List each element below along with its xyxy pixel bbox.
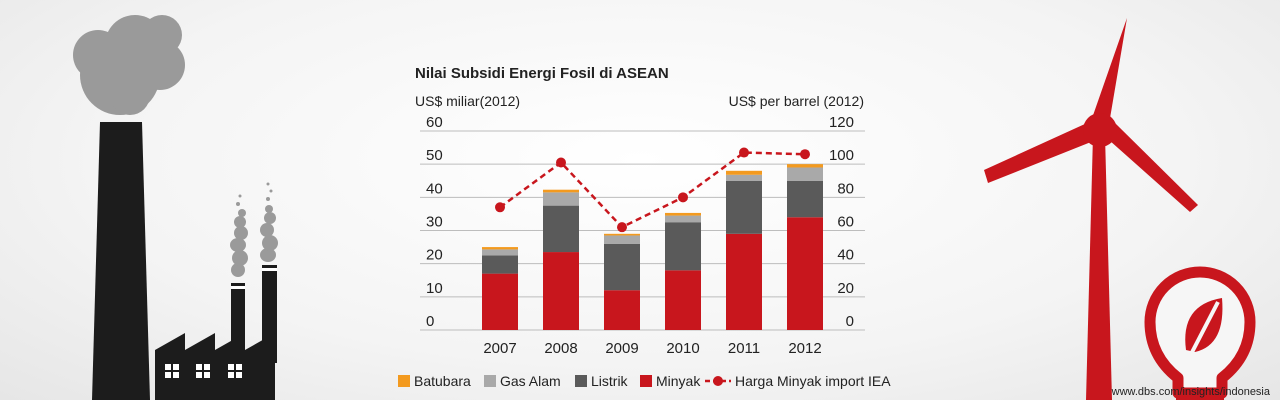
legend-label: Gas Alam [500,373,561,389]
bar-batubara-2009 [604,233,640,236]
category-label: 2007 [483,340,516,357]
left-tick-label: 50 [426,147,443,164]
left-axis-unit-label: US$ miliar(2012) [415,93,520,109]
right-axis-ticks: 0 20 40 60 80 100 120 [829,114,854,330]
legend-line-marker [713,376,723,386]
category-label: 2012 [788,340,821,357]
bar-minyak-2012 [787,217,823,330]
left-tick-label: 10 [426,280,443,297]
oil-price-point-2008 [556,157,566,168]
bar-batubara-2007 [482,247,518,250]
turbine-tower-icon [1086,135,1112,400]
bar-batubara-2012 [787,164,823,168]
bar-listrik-2012 [787,180,823,218]
legend-swatch [484,375,496,387]
bar-gas-alam-2010 [665,215,701,223]
bar-listrik-2007 [482,255,518,274]
factory-illustration [73,15,278,400]
oil-price-point-2009 [617,222,627,233]
right-tick-label: 120 [829,114,854,131]
right-tick-label: 20 [837,280,854,297]
left-tick-label: 60 [426,114,443,131]
category-label: 2011 [728,340,760,357]
small-smoke-icon [230,182,278,277]
x-axis-categories: 2007 2008 2009 2010 2011 2012 [483,340,821,357]
bar-gas-alam-2007 [482,249,518,256]
right-axis-unit-label: US$ per barrel (2012) [729,93,864,109]
bar-batubara-2011 [726,170,762,175]
bar-listrik-2009 [604,243,640,291]
legend-label: Harga Minyak import IEA [735,373,891,389]
bar-gas-alam-2008 [543,192,579,206]
legend-swatch [575,375,587,387]
bar-listrik-2008 [543,205,579,253]
oil-price-point-2010 [678,192,688,203]
chart: Nilai Subsidi Energi Fosil di ASEAN US$ … [398,65,891,389]
lightbulb-icon [1144,266,1256,400]
oil-price-point-2011 [739,147,749,158]
footer-url: www.dbs.com/insights/indonesia [1111,386,1271,398]
category-label: 2010 [666,340,699,357]
left-tick-label: 30 [426,214,443,231]
bar-minyak-2009 [604,290,640,330]
bar-gas-alam-2011 [726,174,762,181]
left-tick-label: 20 [426,247,443,264]
turbine-hub-icon [1083,113,1117,147]
factory-windows-icon [165,364,242,378]
legend: Batubara Gas Alam Listrik Minyak Harga Minya… [398,373,891,389]
category-label: 2008 [544,340,577,357]
bar-minyak-2010 [665,270,701,330]
left-tick-label: 40 [426,180,443,197]
bar-minyak-2011 [726,233,762,330]
bar-gas-alam-2009 [604,235,640,244]
bar-minyak-2008 [543,252,579,330]
left-axis-ticks: 0 10 20 30 40 50 60 [426,114,443,330]
chart-title: Nilai Subsidi Energi Fosil di ASEAN [415,65,669,82]
wind-turbine-illustration [984,18,1256,400]
bar-series [482,164,823,330]
legend-swatch [640,375,652,387]
right-tick-label: 40 [837,247,854,264]
oil-price-line [499,151,806,229]
right-tick-label: 0 [846,313,854,330]
bar-batubara-2010 [665,212,701,216]
legend-label: Minyak [656,373,701,389]
right-tick-label: 80 [837,180,854,197]
bar-batubara-2008 [543,189,579,193]
bar-minyak-2007 [482,273,518,330]
oil-price-point-2012 [800,149,810,160]
factory-building-icon [155,333,275,400]
legend-label: Listrik [591,373,629,389]
tall-chimney-icon [92,122,150,400]
smoke-cloud-icon [73,15,185,115]
line-series [495,147,810,233]
legend-label: Batubara [414,373,471,389]
right-tick-label: 60 [837,214,854,231]
category-label: 2009 [605,340,638,357]
bar-listrik-2010 [665,222,701,271]
bar-listrik-2011 [726,180,762,234]
legend-swatch [398,375,410,387]
oil-price-point-2007 [495,202,505,213]
turbine-blades-icon [984,18,1198,212]
right-tick-label: 100 [829,147,854,164]
bar-gas-alam-2012 [787,167,823,181]
left-tick-label: 0 [426,313,434,330]
